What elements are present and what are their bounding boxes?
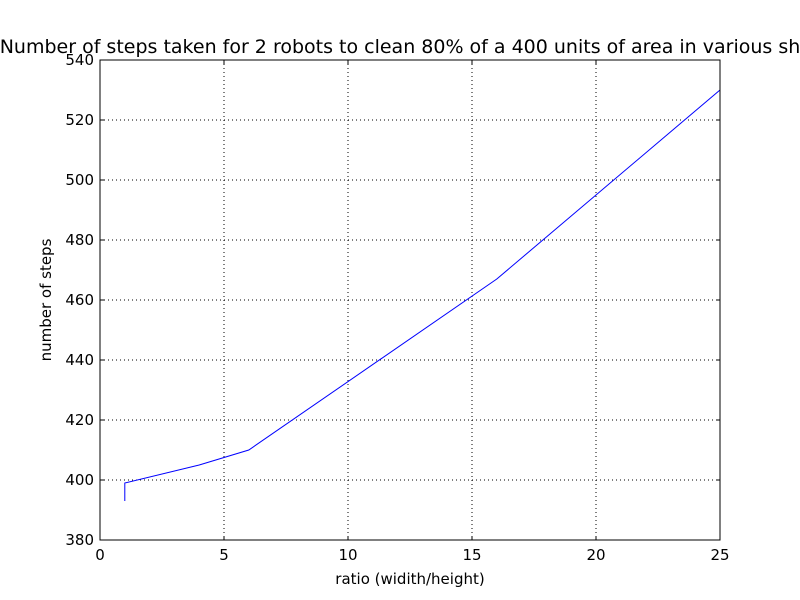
x-tick-label: 15 bbox=[462, 546, 481, 564]
x-axis-label: ratio (widith/height) bbox=[335, 570, 484, 588]
series-lines bbox=[124, 89, 721, 501]
chart-title: Number of steps taken for 2 robots to cl… bbox=[0, 36, 800, 58]
y-tick-label: 480 bbox=[65, 231, 94, 249]
grid bbox=[100, 60, 720, 540]
x-tick-label: 20 bbox=[586, 546, 605, 564]
plot-frame bbox=[99, 59, 721, 541]
y-tick-label: 420 bbox=[65, 411, 94, 429]
y-tick-label: 540 bbox=[65, 51, 94, 69]
y-tick-label: 380 bbox=[65, 531, 94, 549]
y-tick-label: 500 bbox=[65, 171, 94, 189]
x-tick-label: 5 bbox=[219, 546, 229, 564]
y-axis-label: number of steps bbox=[37, 238, 55, 361]
x-tick-label: 10 bbox=[338, 546, 357, 564]
y-tick-label: 520 bbox=[65, 111, 94, 129]
y-tick-label: 460 bbox=[65, 291, 94, 309]
axis-ticks: 0 5 10 15 20 25 380 400 420 440 460 480 500 520 540 bbox=[65, 51, 729, 564]
x-tick-label: 25 bbox=[710, 546, 729, 564]
y-tick-label: 440 bbox=[65, 351, 94, 369]
series-line bbox=[124, 89, 721, 501]
y-tick-label: 400 bbox=[65, 471, 94, 489]
x-tick-label: 0 bbox=[95, 546, 105, 564]
